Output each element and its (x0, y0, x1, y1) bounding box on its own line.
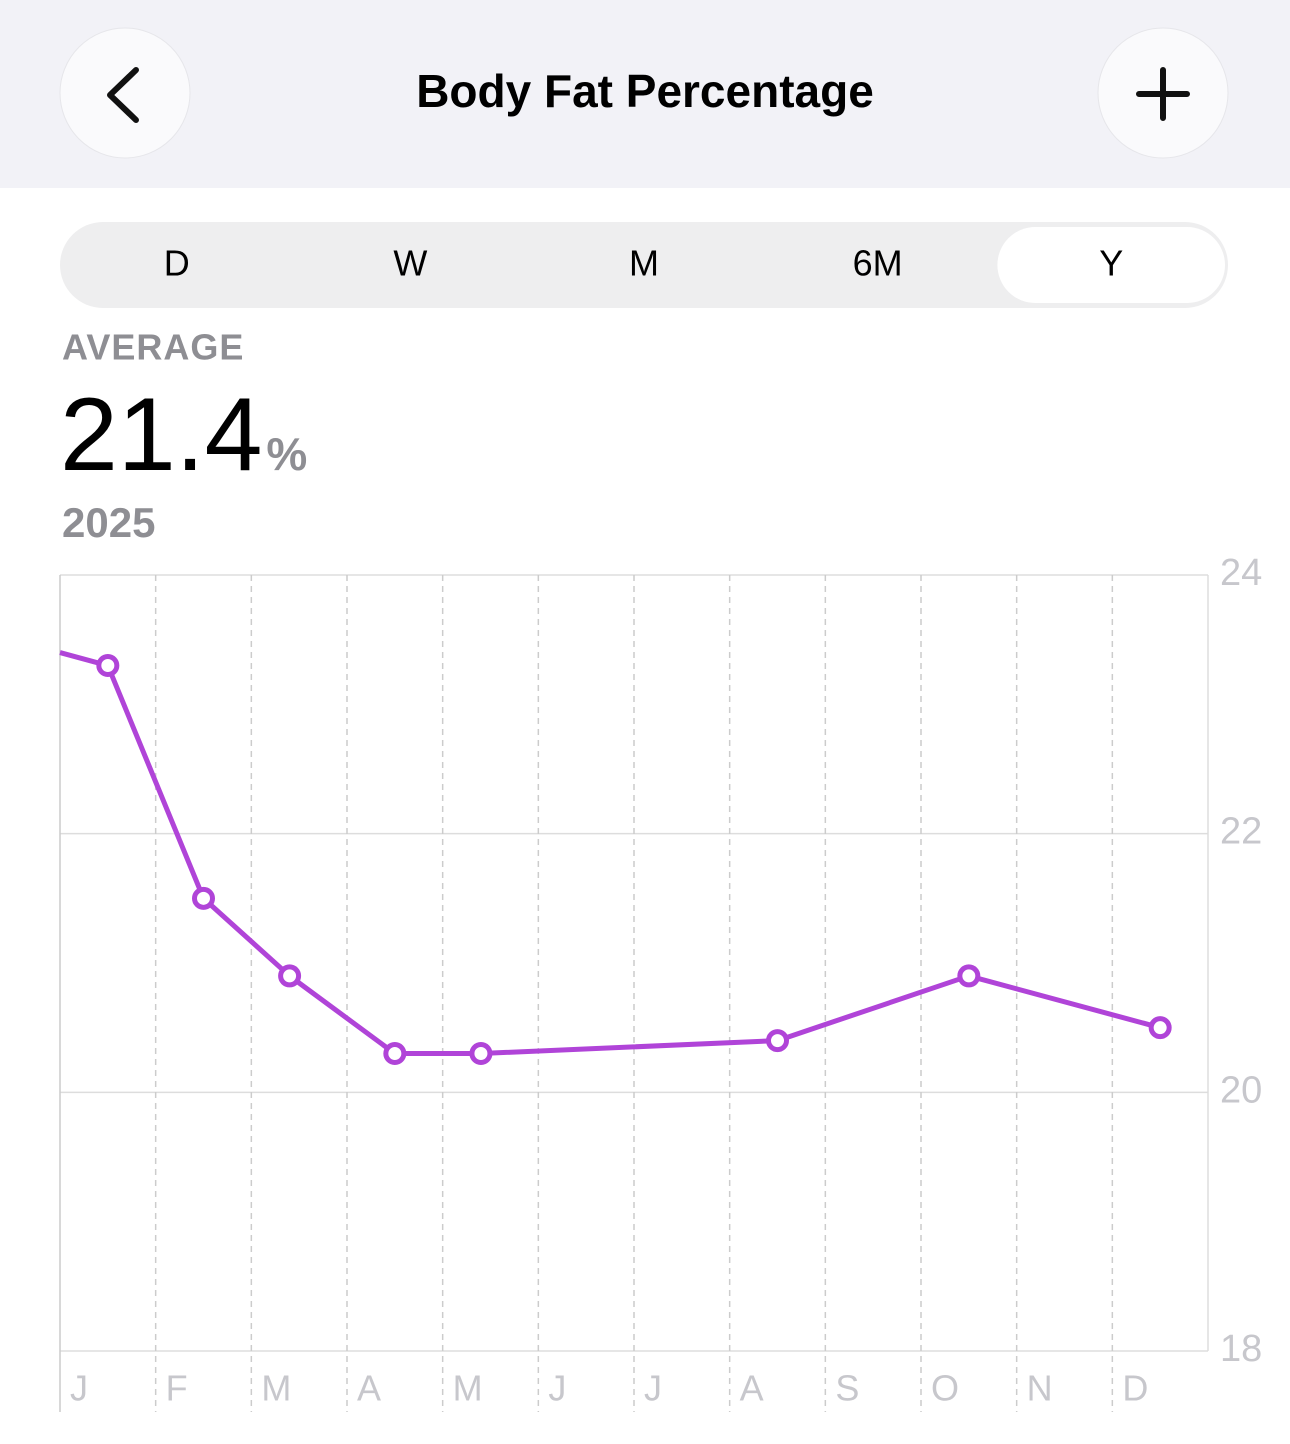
back-icon (107, 67, 139, 123)
data-point (278, 964, 302, 988)
data-point (1148, 1016, 1172, 1040)
x-tick-label: N (1027, 1368, 1053, 1409)
segment[interactable]: W (393, 243, 427, 284)
x-tick-label: M (261, 1368, 291, 1409)
back-button-bg (59, 27, 191, 159)
data-point (957, 964, 981, 988)
y-tick-label: 22 (1220, 811, 1262, 853)
x-tick-label: F (166, 1368, 188, 1409)
x-tick-label: O (931, 1368, 959, 1409)
segmented-control (60, 222, 1228, 308)
segment-label: W (393, 243, 427, 284)
x-tick-label: A (357, 1368, 381, 1409)
x-tick-label: M (453, 1368, 483, 1409)
x-tick-label: J (548, 1368, 566, 1409)
data-point (766, 1029, 789, 1053)
add-icon (1136, 67, 1190, 121)
segment[interactable]: Y (997, 227, 1225, 303)
x-tick-label: J (644, 1368, 662, 1409)
segment-label: 6M (853, 243, 903, 284)
data-point (383, 1042, 407, 1066)
x-tick-label: A (740, 1368, 764, 1409)
x-tick-label: D (1122, 1368, 1148, 1409)
y-tick-label: 18 (1220, 1328, 1262, 1370)
y-tick-label: 24 (1220, 552, 1262, 594)
x-tick-label: J (70, 1368, 88, 1409)
back-button[interactable] (59, 27, 191, 159)
segment[interactable]: M (629, 243, 659, 284)
segment-label: D (164, 243, 190, 284)
data-line (59, 650, 1161, 1057)
summary-period: 2025 (62, 499, 155, 546)
segment-selected (997, 227, 1225, 303)
add-button[interactable] (1097, 27, 1229, 159)
header-bar (0, 0, 1290, 188)
summary-unit: % (266, 428, 307, 480)
summary-value: 21.4 (60, 377, 262, 493)
page-title: Body Fat Percentage (416, 65, 874, 117)
y-tick-label: 20 (1220, 1069, 1262, 1111)
segment-label: M (629, 243, 659, 284)
data-point (96, 654, 120, 678)
segment[interactable]: 6M (853, 243, 903, 284)
segments: D W M 6M Y (164, 227, 1225, 303)
chart: 24 22 20 18 J F M A M J J A S O N D (59, 552, 1262, 1412)
x-tick-label: S (835, 1368, 859, 1409)
data-point (192, 886, 215, 910)
segment-label: Y (1099, 243, 1123, 284)
segment[interactable]: D (164, 243, 190, 284)
data-point (469, 1042, 493, 1066)
summary-label: AVERAGE (62, 327, 244, 368)
